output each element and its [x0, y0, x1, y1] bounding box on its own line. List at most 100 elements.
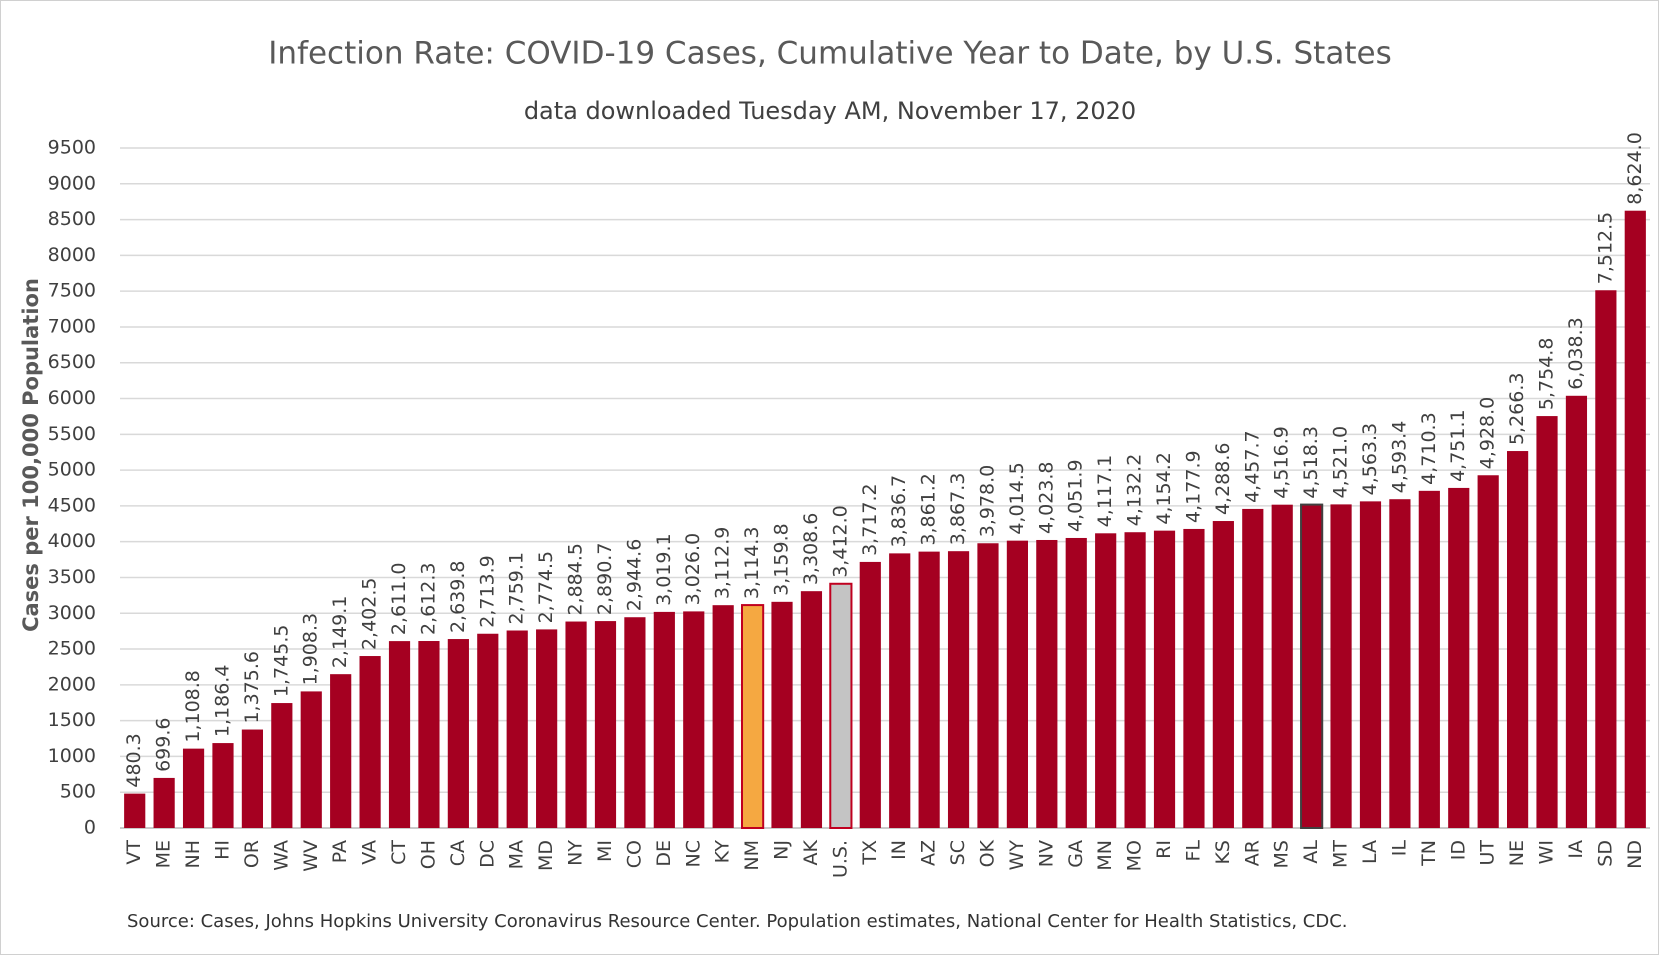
x-tick-label: AZ — [918, 840, 940, 866]
bar — [271, 703, 293, 828]
value-label: 1,108.8 — [182, 670, 204, 743]
bar — [212, 743, 234, 828]
value-label: 3,112.9 — [712, 527, 734, 600]
x-tick-label: KY — [712, 840, 734, 864]
value-label: 4,516.9 — [1271, 426, 1293, 499]
x-tick-label: NM — [741, 840, 763, 871]
x-tick-label: OR — [241, 840, 263, 868]
y-tick-label: 8500 — [48, 208, 96, 230]
value-label: 3,412.0 — [829, 505, 851, 578]
source-note: Source: Cases, Johns Hopkins University … — [127, 911, 1347, 932]
y-tick-label: 9000 — [48, 172, 96, 194]
value-label: 3,861.2 — [918, 473, 940, 546]
x-tick-label: FL — [1182, 840, 1204, 862]
bar — [1095, 533, 1117, 828]
y-tick-label: 7500 — [48, 280, 96, 302]
value-label: 3,717.2 — [859, 483, 881, 556]
x-tick-label: SC — [947, 840, 969, 865]
x-tick-label: PA — [329, 840, 351, 863]
value-label: 1,186.4 — [211, 665, 233, 738]
value-label: 2,944.6 — [623, 539, 645, 612]
value-label: 4,288.6 — [1212, 442, 1234, 515]
value-label: 2,713.9 — [476, 555, 498, 628]
bar — [741, 604, 765, 829]
x-tick-label: NY — [565, 840, 587, 866]
value-label: 5,754.8 — [1536, 338, 1558, 411]
bar — [359, 656, 381, 828]
value-label: 4,051.9 — [1065, 459, 1087, 532]
value-label: 4,928.0 — [1477, 397, 1499, 470]
value-label: 5,266.3 — [1506, 373, 1528, 446]
bar — [947, 551, 970, 828]
bar — [918, 551, 940, 828]
x-tick-label: IL — [1388, 840, 1410, 857]
x-tick-label: LA — [1359, 840, 1381, 864]
value-label: 7,512.5 — [1594, 212, 1616, 285]
x-tick-label: MS — [1271, 840, 1293, 868]
y-tick-label: 5500 — [48, 423, 96, 445]
bar — [683, 611, 705, 828]
bar — [1153, 530, 1176, 828]
value-label: 4,117.1 — [1094, 455, 1116, 528]
value-label: 4,457.7 — [1241, 430, 1263, 503]
bar — [1242, 508, 1264, 828]
bar — [1036, 539, 1058, 828]
bar — [1389, 499, 1411, 828]
bar — [1183, 528, 1205, 828]
x-tick-label: NJ — [771, 840, 793, 860]
bar — [653, 611, 675, 828]
y-tick-label: 2500 — [48, 638, 96, 660]
value-label: 3,867.3 — [947, 473, 969, 546]
x-tick-label: AR — [1241, 840, 1263, 866]
x-tick-label: MO — [1124, 840, 1146, 871]
bar — [300, 691, 322, 828]
value-label: 2,884.5 — [565, 543, 587, 616]
x-tick-label: AK — [800, 839, 822, 865]
y-tick-label: 6000 — [48, 387, 96, 409]
x-tick-label: NV — [1035, 840, 1057, 867]
bar — [1359, 501, 1382, 828]
value-label: 3,159.8 — [771, 523, 793, 596]
y-tick-label: 4000 — [48, 530, 96, 552]
x-tick-label: GA — [1065, 840, 1087, 868]
bar — [800, 591, 823, 828]
x-tick-label: ND — [1624, 840, 1646, 869]
value-label: 2,774.5 — [535, 551, 557, 624]
y-tick-label: 500 — [60, 781, 96, 803]
bar — [1448, 487, 1470, 828]
bar — [1624, 210, 1646, 829]
bar — [594, 621, 617, 828]
x-tick-label: MI — [594, 840, 616, 862]
value-label: 4,710.3 — [1418, 412, 1440, 485]
bar — [124, 793, 146, 828]
x-tick-label: VA — [359, 840, 381, 865]
bar — [447, 639, 469, 828]
bar — [1536, 416, 1558, 828]
value-label: 2,639.8 — [447, 561, 469, 634]
x-tick-label: MA — [506, 840, 528, 869]
bar — [182, 748, 205, 828]
bar — [330, 674, 352, 828]
bar — [889, 553, 911, 828]
value-label: 2,402.5 — [359, 578, 381, 651]
chart-title: Infection Rate: COVID-19 Cases, Cumulati… — [268, 36, 1391, 72]
y-tick-label: 4500 — [48, 494, 96, 516]
value-label: 1,375.6 — [241, 651, 263, 724]
bar — [1300, 503, 1324, 829]
x-tick-label: WV — [300, 840, 322, 872]
value-label: 3,836.7 — [888, 475, 910, 548]
x-tick-label: VT — [123, 840, 145, 865]
bar — [418, 641, 440, 828]
bar — [1212, 521, 1234, 828]
bar — [1330, 504, 1352, 828]
y-tick-label: 1500 — [48, 709, 96, 731]
bar — [388, 641, 411, 828]
y-tick-label: 0 — [84, 817, 96, 839]
y-tick-label: 3000 — [48, 602, 96, 624]
value-label: 2,149.1 — [329, 596, 351, 669]
x-tick-label: TX — [859, 840, 881, 866]
bar — [1477, 475, 1499, 828]
value-label: 4,023.8 — [1035, 461, 1057, 534]
value-label: 4,521.0 — [1330, 426, 1352, 499]
value-label: 3,026.0 — [682, 533, 704, 606]
